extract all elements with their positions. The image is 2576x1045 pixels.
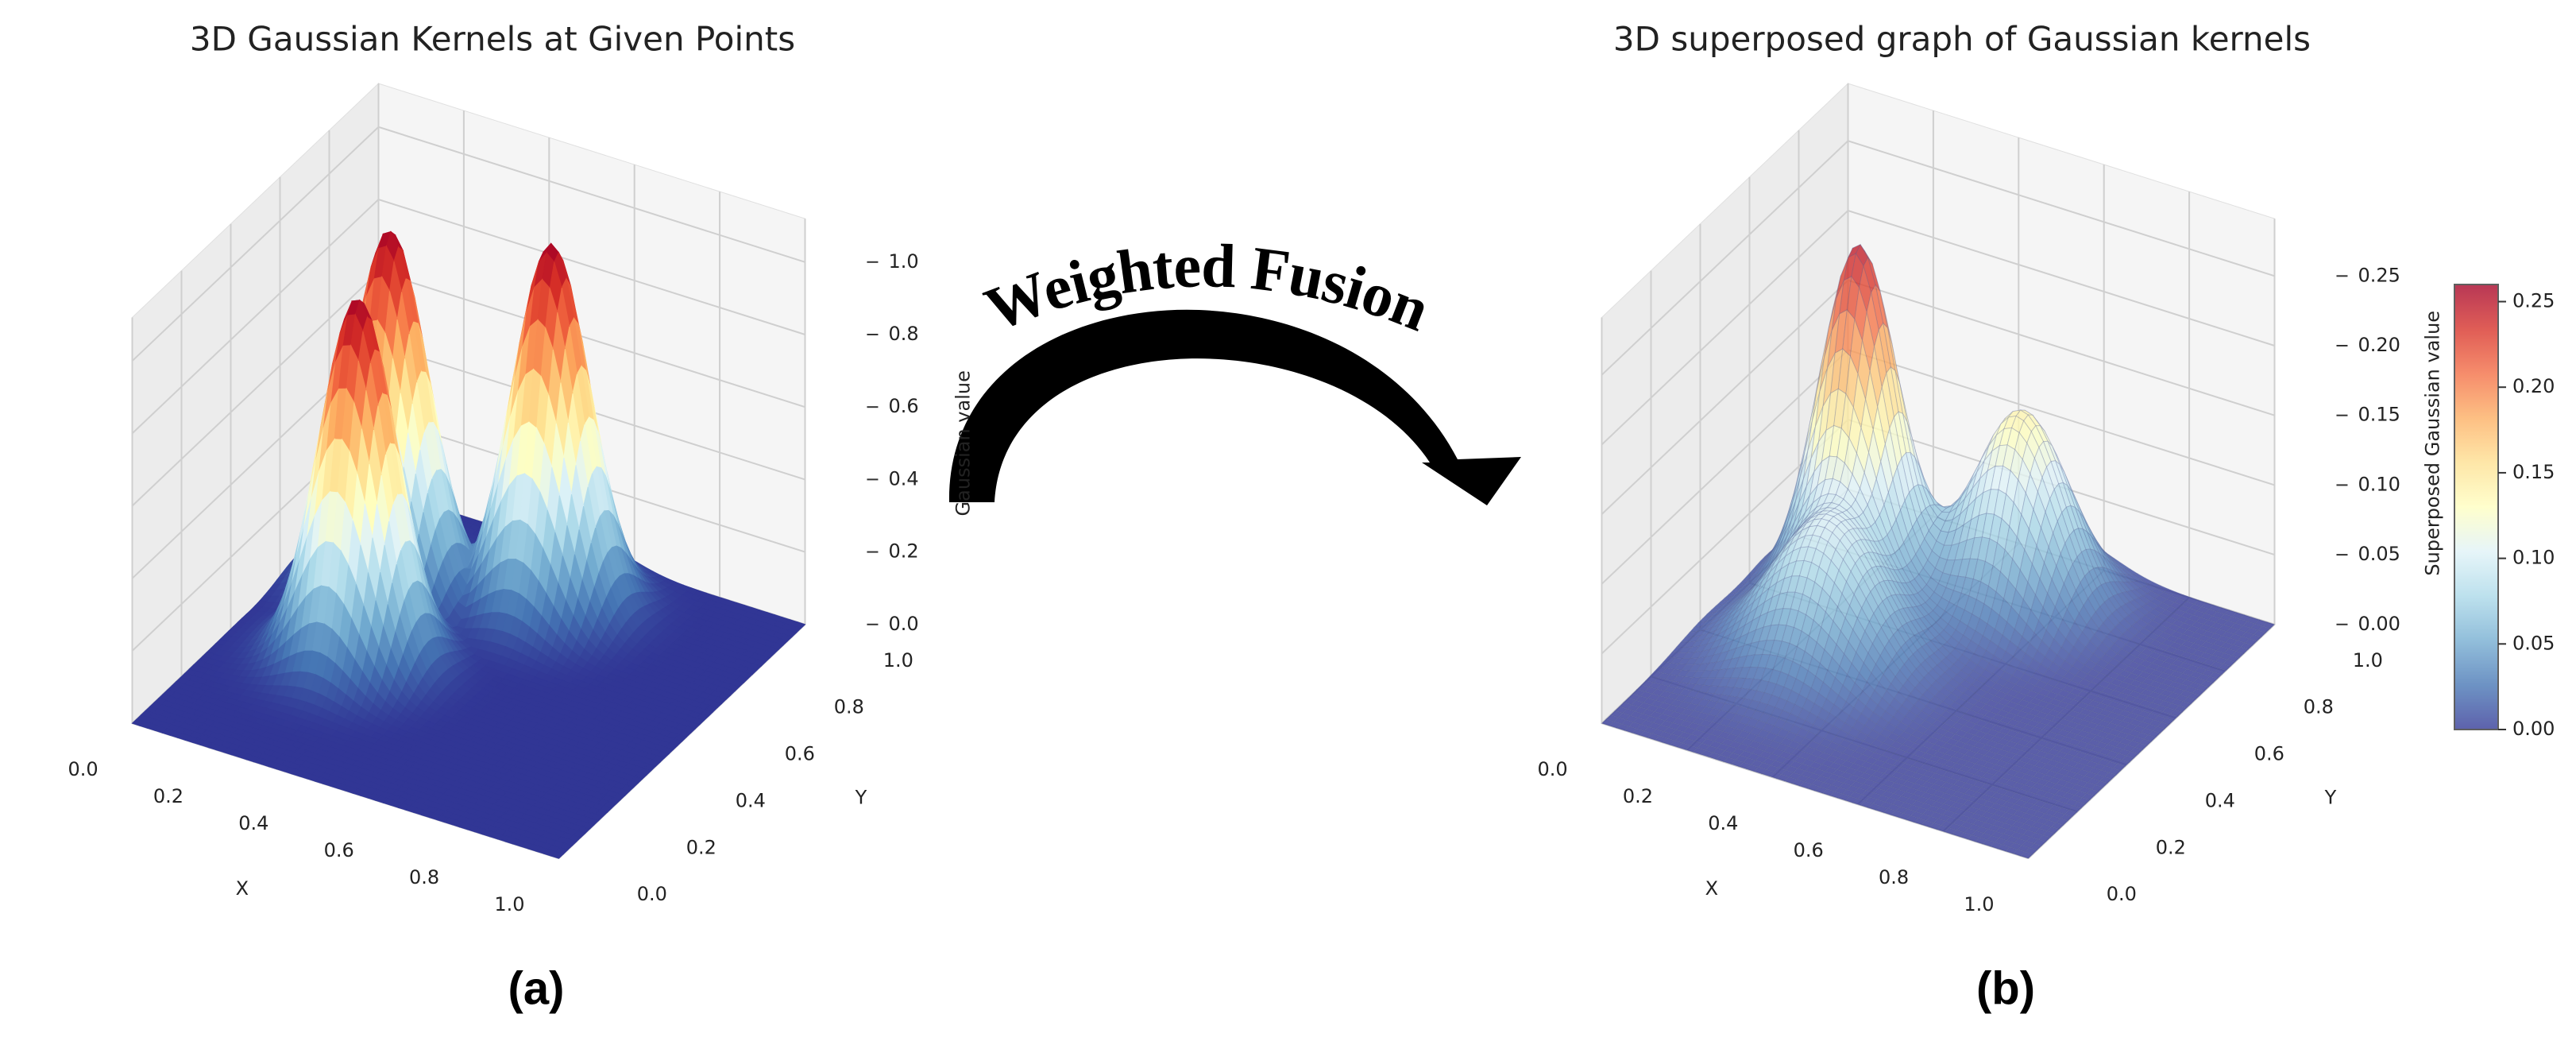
z-tick-label: 0.0 xyxy=(888,613,918,635)
x-tick-label: 1.0 xyxy=(1964,893,1994,915)
y-tick-label: 0.0 xyxy=(637,883,667,905)
x-tick-label: 0.0 xyxy=(68,758,98,780)
y-tick-label: 0.2 xyxy=(686,836,716,858)
surface xyxy=(131,230,806,859)
z-tick-label: 0.6 xyxy=(888,395,918,417)
y-tick-label: 0.8 xyxy=(2304,696,2334,718)
y-tick-label: 1.0 xyxy=(2353,649,2383,672)
z-tick-label: 0.15 xyxy=(2358,404,2400,426)
x-tick-label: 0.2 xyxy=(1623,785,1653,807)
z-tick-label: 0.2 xyxy=(888,540,918,563)
y-tick-label: 0.0 xyxy=(2107,883,2137,905)
z-tick-label: 0.05 xyxy=(2358,543,2400,565)
z-tick-label: 0.4 xyxy=(888,467,918,490)
grid-line xyxy=(131,198,805,435)
x-tick-label: 0.4 xyxy=(1708,812,1738,834)
z-tick-label: 0.20 xyxy=(2358,334,2400,356)
panel-label: (a) xyxy=(508,962,565,1014)
chart-title: 3D Gaussian Kernels at Given Points xyxy=(190,20,795,59)
z-tick-label: 0.00 xyxy=(2358,613,2400,635)
y-axis-label: Y xyxy=(2324,786,2337,808)
z-tick-label: 0.25 xyxy=(2358,264,2400,286)
x-tick-label: 0.2 xyxy=(153,785,183,807)
y-tick-label: 0.6 xyxy=(2254,743,2284,765)
x-axis-label: X xyxy=(1705,877,1718,900)
y-tick-label: 0.6 xyxy=(785,743,815,765)
fusion-arrow xyxy=(948,309,1521,505)
y-tick-label: 0.2 xyxy=(2156,836,2186,858)
x-tick-label: 0.6 xyxy=(1794,839,1824,861)
y-tick-label: 0.4 xyxy=(736,789,766,811)
y-tick-label: 0.4 xyxy=(2205,789,2235,811)
x-tick-label: 0.8 xyxy=(1879,866,1909,888)
z-tick-label: 0.10 xyxy=(2358,473,2400,495)
z-tick-label: 1.0 xyxy=(888,250,918,273)
x-tick-label: 0.8 xyxy=(409,866,439,888)
x-axis-label: X xyxy=(236,877,249,900)
y-tick-label: 0.8 xyxy=(834,696,864,718)
x-tick-label: 0.4 xyxy=(238,812,268,834)
y-tick-label: 1.0 xyxy=(883,649,913,672)
grid-line xyxy=(131,126,805,362)
z-tick-label: 0.8 xyxy=(888,323,918,345)
x-tick-label: 0.0 xyxy=(1537,758,1567,780)
x-tick-label: 1.0 xyxy=(494,893,524,915)
x-tick-label: 0.6 xyxy=(324,839,354,861)
y-axis-label: Y xyxy=(855,786,867,808)
z-axis-label: Superposed Gaussian value xyxy=(2421,311,2443,576)
z-axis-label: Gaussian value xyxy=(952,370,974,516)
